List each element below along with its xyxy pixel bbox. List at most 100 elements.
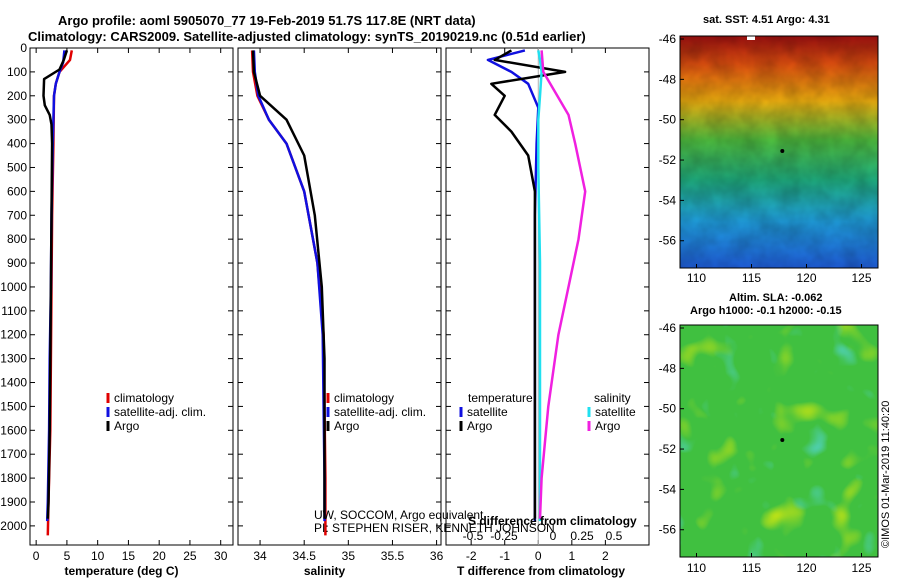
map-axes: -46 -46 -48 -48 -50 -50 -52 -52 -54 -54 -56 -56 110 1… xyxy=(659,32,872,575)
map-lat-label: -50 xyxy=(659,113,677,127)
salinity-panel-frame xyxy=(237,47,442,546)
legend-title: salinity xyxy=(594,391,631,405)
x-tick-label: 20 xyxy=(153,549,167,563)
difference-panel-frame xyxy=(445,47,650,546)
series-line xyxy=(490,49,567,519)
legend-label: climatology xyxy=(114,391,174,405)
x-tick-label: 35 xyxy=(342,549,356,563)
float-note-1: UW, SOCCOM, Argo equivalent xyxy=(314,508,484,522)
sla-map-title-1: Altim. SLA: -0.062 xyxy=(729,292,823,304)
temperature-panel: 0100200300400500600700800900100011001200… xyxy=(0,41,234,578)
depth-tick-label: 100 xyxy=(7,65,27,79)
x-tick-label: 5 xyxy=(64,549,71,563)
salinity-diff-tick: 0.25 xyxy=(570,529,594,543)
map-lat-label: -56 xyxy=(659,234,677,248)
sst-map-texture xyxy=(680,36,878,268)
salinity-diff-label: S difference from climatology xyxy=(468,514,637,528)
x-axis-label: T difference from climatology xyxy=(457,564,625,578)
depth-tick-label: 1600 xyxy=(0,423,27,437)
x-tick-label: 10 xyxy=(91,549,105,563)
series-line xyxy=(42,50,69,519)
map-lon-label: 120 xyxy=(796,561,816,575)
depth-tick-label: 1700 xyxy=(0,447,27,461)
map-lat-label: -54 xyxy=(659,482,677,496)
salinity-diff-tick: -0.5 xyxy=(463,529,484,543)
depth-tick-label: 900 xyxy=(7,256,27,270)
depth-tick-label: 700 xyxy=(7,208,27,222)
map-lat-label: -52 xyxy=(659,442,677,456)
x-tick-label: 25 xyxy=(183,549,197,563)
x-tick-label: 2 xyxy=(602,549,609,563)
map-lat-label: -50 xyxy=(659,402,677,416)
sst-map-frame xyxy=(679,35,879,269)
float-note-2: PI: STEPHEN RISER, KENNETH JOHNSON xyxy=(314,521,555,535)
legend-label: satellite-adj. clim. xyxy=(334,405,426,419)
x-tick-label: 34.5 xyxy=(293,549,317,563)
map-lat-label: -56 xyxy=(659,523,677,537)
map-lat-label: -54 xyxy=(659,193,677,207)
credit-stamp: ©IMOS 01-Mar-2019 11:40:20 xyxy=(880,400,892,548)
depth-tick-label: 400 xyxy=(7,137,27,151)
map-lat-label: -52 xyxy=(659,153,677,167)
depth-tick-label: 200 xyxy=(7,89,27,103)
legend-label: satellite-adj. clim. xyxy=(114,405,206,419)
legend-title: temperature xyxy=(468,391,533,405)
salinity-panel: 34 34.5 35 35.5 36 salinity climatologysatelli… xyxy=(237,47,444,578)
x-tick-label: 35.5 xyxy=(381,549,405,563)
legend-label: satellite xyxy=(595,405,636,419)
series-line xyxy=(251,50,326,519)
x-tick-label: 15 xyxy=(122,549,136,563)
map-lon-label: 125 xyxy=(851,561,871,575)
sst-map xyxy=(679,35,879,269)
title-line-2: Climatology: CARS2009. Satellite-adjuste… xyxy=(28,29,586,44)
x-axis-label: temperature (deg C) xyxy=(64,564,178,578)
x-tick-label: 36 xyxy=(430,549,444,563)
legend-label: Argo xyxy=(334,419,360,433)
temperature-panel-frame xyxy=(29,47,234,546)
map-lon-label: 115 xyxy=(742,561,761,575)
depth-tick-label: 800 xyxy=(7,232,27,246)
sst-map-title: sat. SST: 4.51 Argo: 4.31 xyxy=(703,14,830,26)
x-tick-label: 1 xyxy=(568,549,575,563)
map-lat-label: -46 xyxy=(659,321,677,335)
title-line-1: Argo profile: aoml 5905070_77 19-Feb-201… xyxy=(58,13,476,28)
map-lat-label: -48 xyxy=(659,361,677,375)
map-lon-label: 110 xyxy=(687,561,706,575)
legend-label: satellite xyxy=(467,405,508,419)
x-tick-label: 30 xyxy=(214,549,228,563)
depth-tick-label: 1400 xyxy=(0,376,27,390)
x-tick-label: 0 xyxy=(535,549,542,563)
difference-panel-series xyxy=(486,49,587,522)
map-lat-label: -48 xyxy=(659,72,677,86)
depth-tick-label: 300 xyxy=(7,113,27,127)
depth-tick-label: 500 xyxy=(7,160,27,174)
depth-tick-label: 0 xyxy=(20,41,27,55)
series-line xyxy=(537,50,543,522)
float-marker xyxy=(780,437,785,442)
sla-map-frame xyxy=(679,324,879,558)
x-tick-label: 34 xyxy=(253,549,267,563)
depth-tick-label: 600 xyxy=(7,184,27,198)
sla-map xyxy=(679,324,879,558)
legend-label: Argo xyxy=(595,419,621,433)
depth-tick-label: 1800 xyxy=(0,471,27,485)
temperature-panel-series xyxy=(42,50,74,536)
map-lon-label: 115 xyxy=(742,271,761,285)
legend-label: Argo xyxy=(114,419,140,433)
sst-map-land xyxy=(747,36,755,40)
legend-label: Argo xyxy=(467,419,493,433)
depth-tick-label: 1500 xyxy=(0,399,27,413)
x-tick-label: -1 xyxy=(499,549,510,563)
map-lon-label: 110 xyxy=(687,271,706,285)
depth-tick-label: 2000 xyxy=(0,519,27,533)
depth-tick-label: 1900 xyxy=(0,495,27,509)
x-tick-label: -2 xyxy=(466,549,477,563)
x-axis-label: salinity xyxy=(304,564,346,578)
series-line xyxy=(538,50,587,519)
depth-tick-label: 1300 xyxy=(0,352,27,366)
salinity-diff-tick: -0.25 xyxy=(490,529,518,543)
salinity-diff-tick: 0 xyxy=(550,529,557,543)
map-lon-label: 120 xyxy=(796,271,816,285)
sla-map-low xyxy=(680,325,878,557)
